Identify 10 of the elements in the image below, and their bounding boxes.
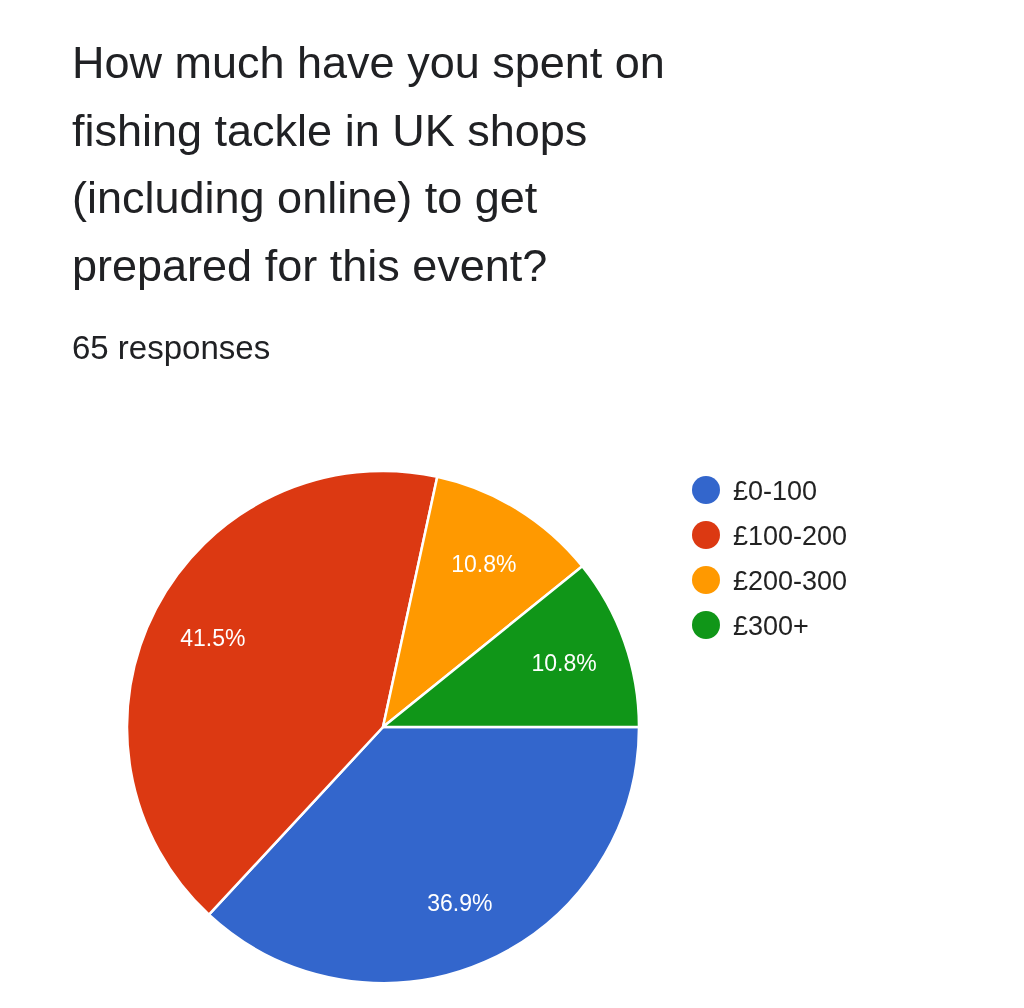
legend-label: £0-100 xyxy=(733,476,818,506)
chart-subtitle: 65 responses xyxy=(72,328,271,366)
legend-label: £100-200 xyxy=(733,521,848,551)
chart-title: How much have you spent on fishing tackle in UK shops (including online) to get prepared for this event? xyxy=(72,37,665,291)
data-label: 36.9% xyxy=(427,889,493,916)
data-label: 10.8% xyxy=(451,550,517,577)
data-label: 10.8% xyxy=(531,650,597,677)
legend-label: £200-300 xyxy=(733,566,848,596)
legend-label: £300+ xyxy=(733,611,809,641)
data-label: 41.5% xyxy=(180,625,246,652)
